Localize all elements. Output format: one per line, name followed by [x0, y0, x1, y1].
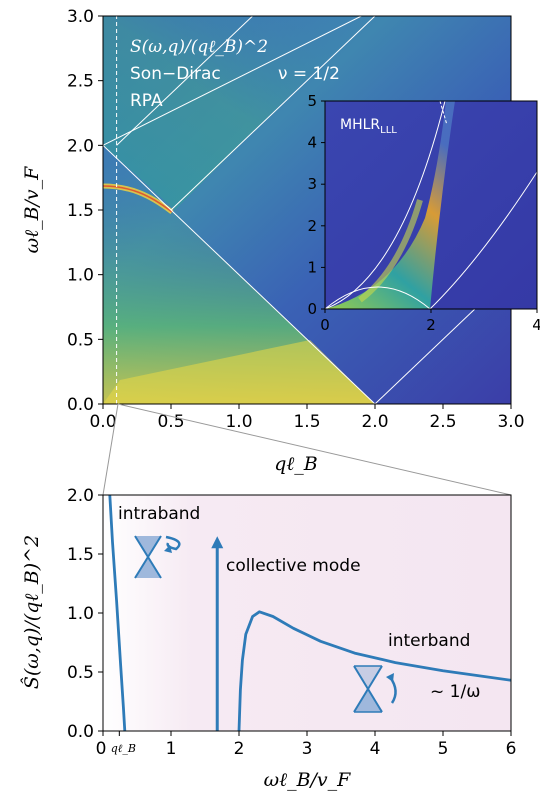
inset-y-tick-label: 1 [307, 258, 317, 276]
bottom-y-tick-label: 0.0 [67, 722, 94, 742]
inset-left-parabola [325, 101, 446, 309]
main-y-tick-label: 1.5 [67, 201, 94, 221]
bottom-x-tick-label: 5 [438, 739, 449, 759]
bottom-y-tick-label: 0.5 [67, 663, 94, 683]
overlay-line-2 [116, 16, 253, 146]
inset-axis-ticks: 0 2 4 0 1 2 3 4 5 [307, 92, 540, 334]
inset-arc [325, 286, 431, 309]
main-x-tick-label: 3.0 [497, 412, 524, 432]
low-energy-band [103, 340, 375, 404]
intraband-annotation: intraband [118, 504, 200, 524]
bottom-x-tick-label: 6 [506, 739, 517, 759]
overlay-line-3 [170, 16, 376, 211]
intraband-curve [108, 494, 127, 732]
collective-mode-arrow [211, 536, 224, 731]
main-y-tick-label: 1.0 [67, 266, 94, 286]
bottom-x-tick-label: 4 [370, 739, 381, 759]
bottom-line-plot: intraband collective mode interband ~ 1/… [20, 486, 516, 791]
main-y-tick-label: 0.5 [67, 330, 94, 350]
main-x-tick-label: 0.0 [89, 412, 116, 432]
upper-continuum-band [103, 16, 370, 210]
overlay-line-1 [103, 16, 362, 146]
main-title-line-2: Son−Dirac [130, 64, 221, 84]
main-y-axis-label: ωℓ_B/v_F [21, 166, 43, 254]
inset-spectral-band [325, 101, 455, 309]
bottom-y-axis-label: Ŝ(ω,q)/(qℓ_B)^2 [20, 535, 43, 689]
inset-x-tick-label: 4 [532, 316, 540, 334]
main-title-line-1: S(ω,q)/(qℓ_B)^2 [130, 37, 268, 57]
inset-y-tick-label: 3 [307, 175, 317, 193]
inset-right-parabola [429, 171, 537, 309]
collective-mode-annotation: collective mode [226, 556, 361, 576]
interband-curve [237, 610, 512, 732]
main-x-tick-label: 1.0 [225, 412, 252, 432]
bottom-y-tick-label: 1.5 [67, 545, 94, 565]
bottom-x-tick-label: 1 [166, 739, 177, 759]
main-x-tick-label: 2.5 [429, 412, 456, 432]
main-axis-ticks: 0.0 0.5 1.0 1.5 2.0 2.5 3.0 0.0 0.5 1.0 1.5 2.0 2.5 3… [67, 7, 525, 432]
interband-cone-icon [353, 665, 397, 713]
bottom-plot-background [103, 495, 511, 731]
bottom-x-tick-extra-label: qℓ_B [111, 742, 136, 755]
filling-factor-label: ν = 1/2 [278, 64, 340, 84]
main-x-tick-label: 1.5 [293, 412, 320, 432]
main-y-tick-label: 2.0 [67, 136, 94, 156]
inset-y-tick-label: 5 [307, 92, 317, 110]
bottom-x-axis-label: ωℓ_B/v_F [264, 769, 352, 791]
main-x-axis-label: qℓ_B [274, 453, 318, 475]
main-y-tick-label: 2.5 [67, 72, 94, 92]
main-y-tick-label: 3.0 [67, 7, 94, 27]
zoom-line-right [117, 403, 512, 496]
bottom-x-tick-label: 3 [302, 739, 313, 759]
inset-y-tick-label: 4 [307, 134, 317, 152]
intraband-cone-icon [134, 535, 181, 579]
inset-y-tick-label: 2 [307, 217, 317, 235]
main-title-line-3: RPA [130, 91, 163, 111]
inset-x-tick-label: 2 [426, 316, 436, 334]
main-heatmap-label: S(ω,q)/(qℓ_B)^2 Son−Dirac RPA ν = 1/2 [130, 37, 340, 111]
scaling-annotation: ~ 1/ω [430, 682, 480, 702]
main-x-tick-label: 2.0 [361, 412, 388, 432]
main-y-tick-label: 0.0 [67, 395, 94, 415]
bottom-y-tick-label: 2.0 [67, 486, 94, 506]
overlay-line-0 [103, 144, 376, 404]
main-x-tick-label: 0.5 [157, 412, 184, 432]
bottom-x-tick-label: 2 [234, 739, 245, 759]
inset-y-tick-label: 0 [307, 300, 317, 318]
bottom-y-tick-label: 1.0 [67, 604, 94, 624]
bottom-axis-ticks: 0 1 2 3 4 5 6 qℓ_B 0.0 0.5 1.0 1.5 2.0 [67, 486, 516, 759]
zoom-line-left [102, 403, 119, 496]
bottom-series [108, 494, 512, 732]
inset-x-tick-label: 0 [320, 316, 330, 334]
bottom-x-tick-label: 0 [96, 739, 107, 759]
interband-annotation: interband [388, 631, 470, 651]
